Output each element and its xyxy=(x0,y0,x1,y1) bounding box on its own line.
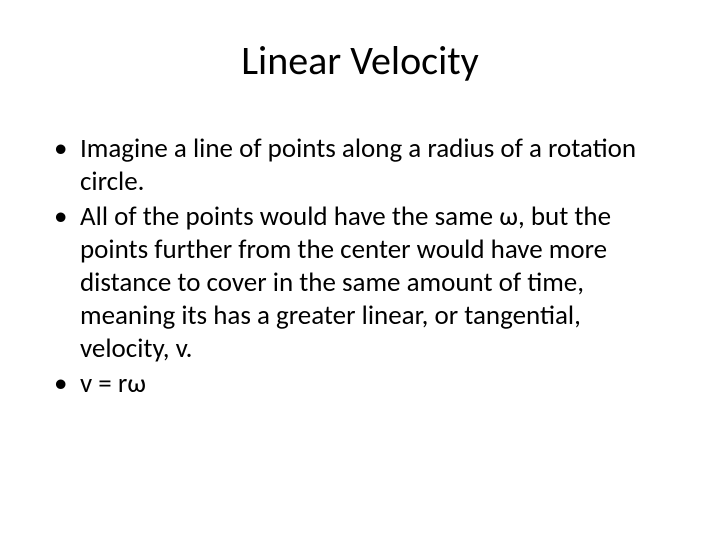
bullet-list: Imagine a line of points along a radius … xyxy=(48,133,672,401)
bullet-item: Imagine a line of points along a radius … xyxy=(48,133,672,199)
bullet-item: All of the points would have the same ω,… xyxy=(48,201,672,366)
slide-title: Linear Velocity xyxy=(48,36,672,85)
bullet-item: v = rω xyxy=(48,368,672,401)
